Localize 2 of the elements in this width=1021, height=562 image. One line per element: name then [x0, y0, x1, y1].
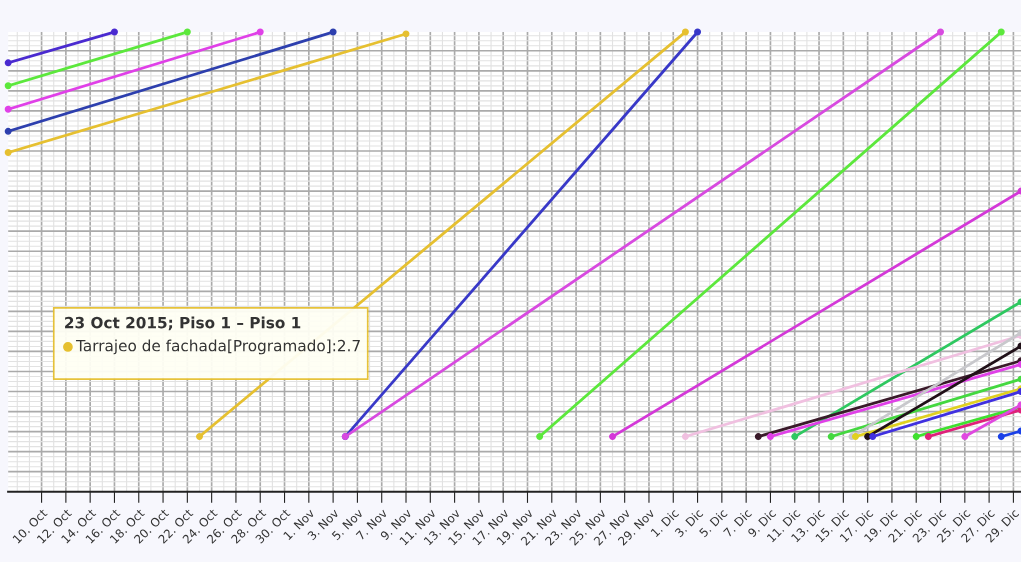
annotation: 23 Oct 2015; Piso 1 – Piso 1 [65, 316, 301, 331]
annotation: Tarrajeo de fachada[Programado]:2.7 [75, 339, 360, 355]
